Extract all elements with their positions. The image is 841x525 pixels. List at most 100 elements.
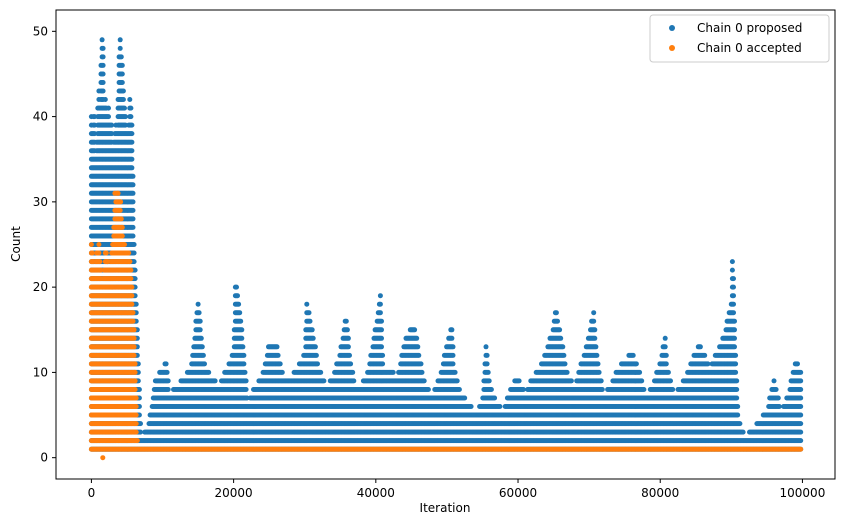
data-point xyxy=(234,284,239,290)
data-point xyxy=(236,301,242,307)
data-point xyxy=(136,387,142,392)
data-point xyxy=(131,242,137,247)
data-point xyxy=(462,395,468,401)
data-point xyxy=(345,344,351,350)
data-point xyxy=(131,259,137,265)
data-point xyxy=(120,97,126,102)
data-point xyxy=(200,352,206,358)
data-point xyxy=(100,45,106,51)
data-point xyxy=(128,105,134,111)
data-point xyxy=(130,199,136,205)
data-point xyxy=(450,344,456,350)
data-point xyxy=(127,97,133,102)
data-point xyxy=(109,122,115,128)
data-point xyxy=(239,327,245,333)
data-point xyxy=(119,62,125,68)
data-point xyxy=(242,369,248,375)
data-point xyxy=(419,369,425,375)
data-point xyxy=(379,335,384,341)
data-point xyxy=(275,352,281,358)
data-point xyxy=(350,369,356,375)
data-point xyxy=(130,216,136,222)
data-point xyxy=(421,378,427,384)
data-point xyxy=(129,139,135,145)
data-point xyxy=(377,310,383,316)
data-point xyxy=(277,361,283,367)
data-point xyxy=(450,352,456,358)
data-point xyxy=(418,361,424,367)
data-point xyxy=(212,378,218,384)
data-point xyxy=(100,62,106,68)
data-point xyxy=(241,352,247,358)
data-point xyxy=(240,344,246,350)
data-point xyxy=(164,369,170,375)
data-point xyxy=(130,224,136,230)
data-point xyxy=(315,361,320,367)
data-point xyxy=(313,352,319,358)
data-point xyxy=(309,327,315,333)
data-point xyxy=(106,105,111,111)
data-point xyxy=(318,369,324,375)
data-point xyxy=(131,250,137,256)
data-point xyxy=(304,301,310,307)
data-point xyxy=(348,361,354,367)
data-point xyxy=(279,369,285,375)
data-point xyxy=(129,131,135,137)
data-point xyxy=(130,207,136,213)
data-point xyxy=(377,301,383,307)
data-point xyxy=(197,327,203,333)
data-point xyxy=(379,344,384,350)
data-point xyxy=(118,54,124,60)
data-point xyxy=(119,80,125,85)
data-point xyxy=(129,165,135,171)
data-point xyxy=(129,148,135,154)
data-point xyxy=(100,71,106,77)
data-point xyxy=(132,276,138,282)
data-point xyxy=(120,88,126,94)
data-point xyxy=(163,361,169,367)
data-point xyxy=(123,114,128,120)
data-point xyxy=(235,293,240,299)
data-point xyxy=(128,114,134,120)
data-point xyxy=(132,267,138,273)
data-point xyxy=(99,37,105,43)
data-point xyxy=(165,378,171,384)
data-point xyxy=(380,361,386,367)
data-point xyxy=(206,369,212,375)
data-point xyxy=(237,310,243,316)
data-point xyxy=(130,190,136,196)
data-point xyxy=(198,335,204,341)
data-point xyxy=(138,421,143,427)
data-point xyxy=(345,335,351,341)
data-point xyxy=(343,318,349,324)
data-point xyxy=(130,173,136,179)
data-point xyxy=(130,182,136,188)
data-point xyxy=(102,97,108,102)
data-point xyxy=(321,378,327,384)
data-point xyxy=(119,71,125,77)
data-point xyxy=(390,369,396,375)
data-point xyxy=(468,404,474,409)
data-point xyxy=(380,352,386,358)
data-point xyxy=(133,301,139,307)
data-point xyxy=(122,105,127,111)
data-point xyxy=(306,310,312,316)
data-point xyxy=(452,369,458,375)
data-point xyxy=(100,54,106,60)
data-point xyxy=(415,344,421,350)
data-point xyxy=(243,387,249,392)
data-point xyxy=(416,352,422,358)
data-point xyxy=(243,378,249,384)
data-point xyxy=(100,80,106,85)
data-point xyxy=(450,361,456,367)
data-point xyxy=(199,344,205,350)
data-point xyxy=(310,335,316,341)
data-point xyxy=(195,301,201,307)
data-point xyxy=(239,335,245,341)
data-point xyxy=(117,45,123,51)
data-point xyxy=(238,318,244,324)
data-point xyxy=(449,327,455,333)
data-point xyxy=(100,88,106,94)
data-point xyxy=(312,344,318,350)
